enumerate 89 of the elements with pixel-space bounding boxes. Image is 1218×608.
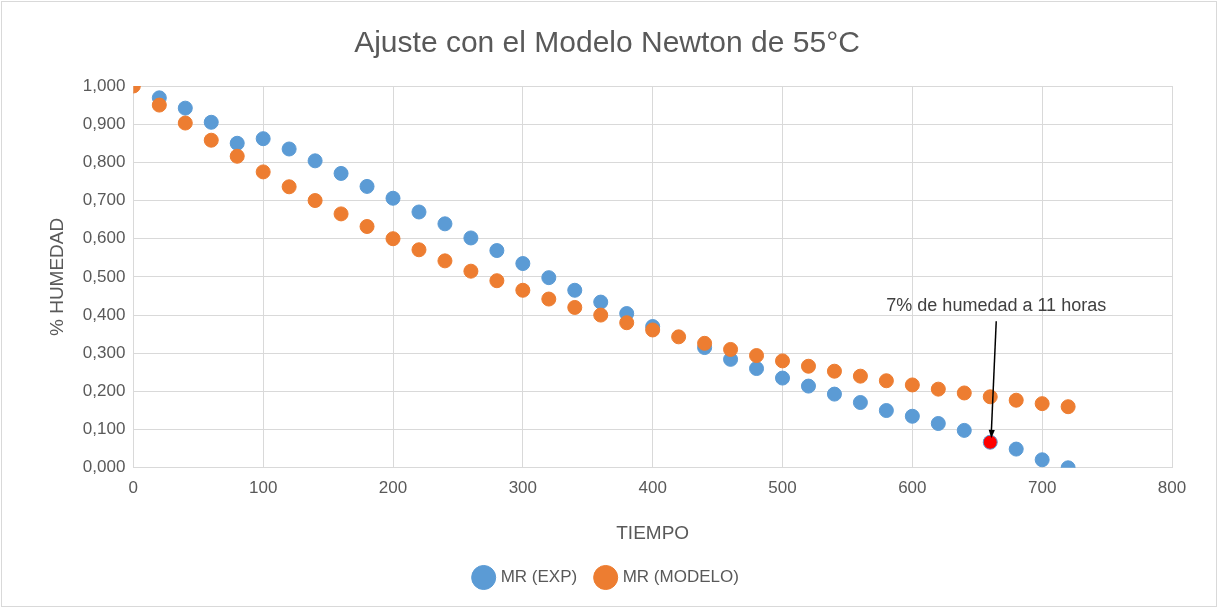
x-tick-label: 400 — [638, 477, 667, 497]
x-tick-label: 0 — [128, 477, 139, 497]
point — [151, 97, 167, 113]
point — [1060, 399, 1076, 415]
point — [255, 164, 271, 180]
point — [1008, 392, 1024, 408]
point — [593, 307, 609, 323]
annotation: 7% de humedad a 11 horas — [886, 295, 1107, 316]
y-tick-label: 0,300 — [82, 342, 126, 362]
point — [177, 115, 193, 131]
x-tick-label: 300 — [508, 477, 538, 497]
y-tick-label: 0,700 — [82, 190, 126, 210]
point — [852, 395, 868, 411]
point — [619, 315, 635, 331]
point — [749, 348, 765, 364]
point — [956, 385, 972, 401]
point — [567, 299, 583, 315]
x-tick-label: 100 — [248, 477, 278, 497]
point — [489, 273, 505, 289]
point — [1008, 441, 1024, 457]
point — [463, 230, 479, 246]
point — [229, 148, 245, 164]
point — [333, 165, 349, 181]
chart-title: Ajuste con el Modelo Newton de 55°C — [354, 25, 860, 59]
point — [333, 206, 349, 222]
point — [359, 219, 375, 234]
point — [437, 216, 453, 232]
x-tick-label: 600 — [898, 477, 927, 497]
point — [541, 291, 557, 307]
point — [800, 358, 816, 374]
point — [852, 368, 868, 384]
legend-label: MR (MODELO) — [622, 567, 739, 587]
y-tick-label: 0,000 — [82, 457, 126, 477]
point — [567, 282, 583, 298]
point — [307, 153, 323, 169]
point — [255, 131, 271, 147]
y-tick-label: 0,400 — [82, 304, 126, 324]
x-axis-title: TIEMPO — [616, 521, 690, 543]
y-tick-label: 0,200 — [82, 381, 126, 401]
legend-label: MR (EXP) — [500, 567, 578, 587]
point — [177, 100, 193, 116]
point — [359, 178, 375, 194]
point — [878, 373, 894, 389]
point — [826, 386, 842, 402]
point — [1034, 396, 1050, 412]
point — [281, 179, 297, 195]
point — [956, 422, 972, 438]
point — [723, 341, 739, 357]
point — [826, 363, 842, 379]
point — [878, 403, 894, 419]
point — [385, 190, 401, 206]
point — [411, 242, 427, 258]
point — [775, 370, 790, 386]
y-tick-label: 0,100 — [82, 419, 126, 439]
point — [489, 243, 505, 259]
x-tick-label: 200 — [378, 477, 408, 497]
point — [515, 282, 531, 298]
point — [203, 132, 219, 148]
point — [800, 378, 816, 394]
y-tick-label: 0,900 — [82, 113, 126, 133]
point — [904, 377, 920, 393]
point — [307, 193, 323, 209]
point — [749, 361, 765, 377]
y-tick-label: 0,800 — [82, 152, 126, 172]
x-tick-label: 800 — [1157, 477, 1187, 497]
x-tick-label: 500 — [768, 477, 797, 497]
point — [904, 408, 920, 424]
point — [437, 253, 453, 269]
point — [463, 263, 479, 279]
point — [671, 329, 687, 345]
y-tick-label: 0,600 — [82, 228, 126, 248]
point — [541, 270, 557, 286]
y-tick-label: 1,000 — [82, 75, 126, 95]
x-tick-label: 700 — [1027, 477, 1057, 497]
point — [697, 335, 713, 351]
point — [982, 434, 998, 450]
point — [1034, 452, 1050, 468]
point — [411, 204, 427, 220]
point — [229, 135, 245, 151]
y-axis-title: % HUMEDAD — [45, 217, 67, 337]
point — [385, 231, 401, 247]
point — [515, 256, 531, 272]
point — [930, 416, 946, 432]
point — [775, 353, 790, 369]
point — [281, 141, 297, 157]
y-tick-label: 0,500 — [82, 266, 126, 286]
point — [930, 381, 946, 397]
point — [203, 114, 219, 130]
point — [593, 294, 609, 310]
